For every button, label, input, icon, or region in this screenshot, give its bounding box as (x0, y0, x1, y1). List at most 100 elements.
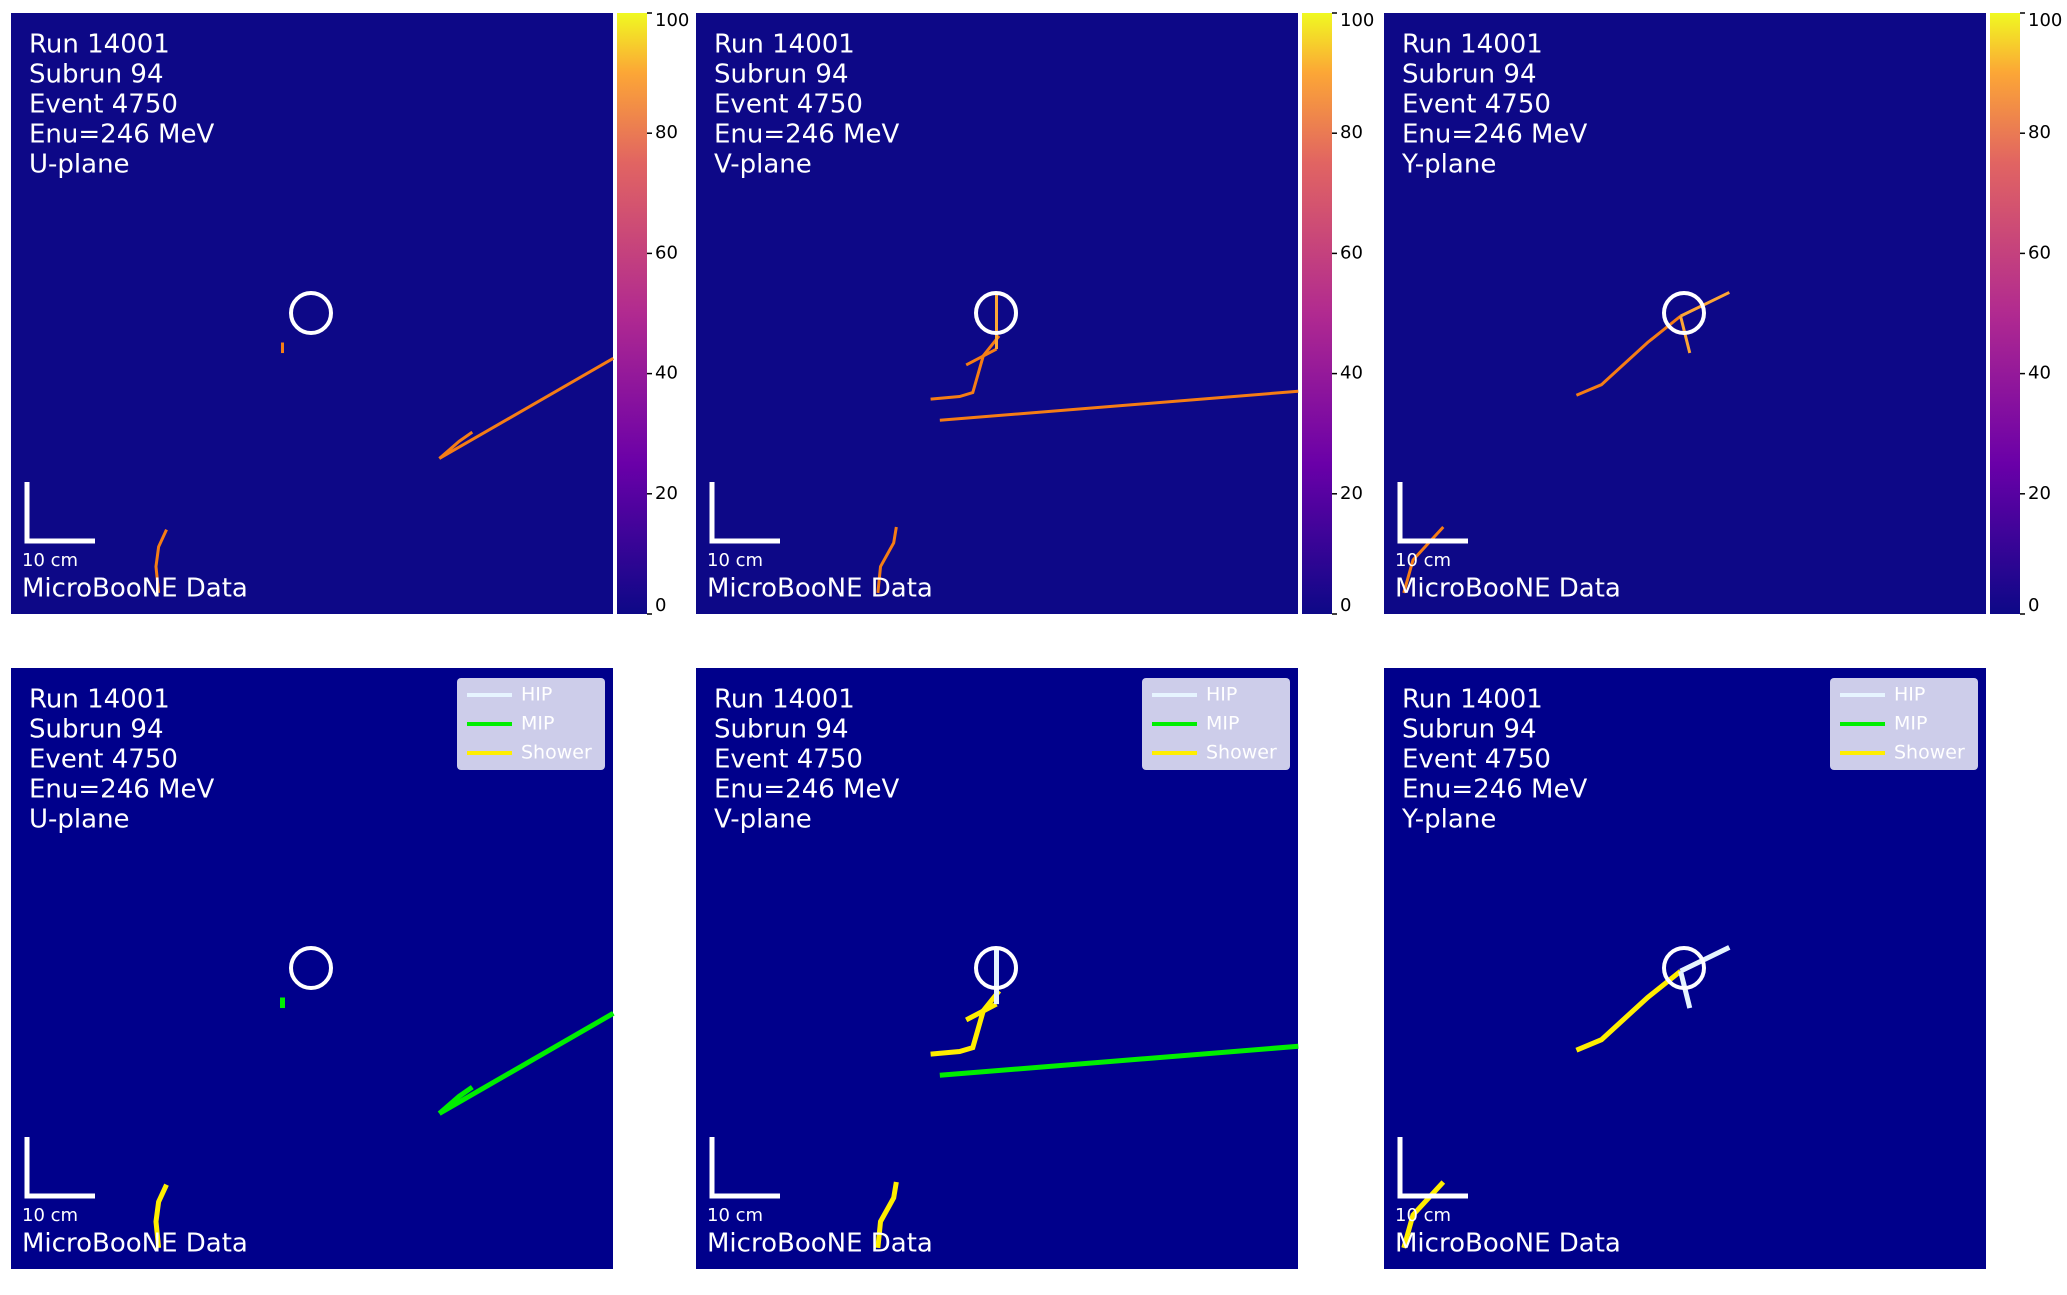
info-line: Run 14001 (714, 685, 855, 715)
scale-bar (709, 482, 780, 544)
scale-label: 10 cm (22, 550, 78, 571)
colorbar-tick-label: 20 (655, 483, 678, 504)
legend-label: Shower (1894, 742, 1965, 764)
info-line: Event 4750 (1402, 90, 1551, 120)
track (1401, 1180, 1446, 1249)
info-line: Y-plane (1401, 805, 1496, 835)
info-line: Event 4750 (714, 745, 863, 775)
info-line: Enu=246 MeV (29, 775, 214, 805)
scale-bar (709, 1137, 780, 1199)
info-line: U-plane (29, 805, 130, 835)
info-line: Enu=246 MeV (714, 120, 899, 150)
scale-label: 10 cm (707, 1205, 763, 1226)
info-line: Run 14001 (1402, 30, 1543, 60)
image-background (11, 13, 613, 614)
colorbar-tick-label: 60 (2028, 242, 2051, 263)
info-line: Enu=246 MeV (1402, 120, 1587, 150)
colorbar-tick-label: 40 (2028, 363, 2051, 384)
colorbar-tick-label: 20 (1340, 483, 1363, 504)
track (939, 389, 1299, 422)
legend-box (457, 678, 605, 770)
vertex-circle (974, 291, 1018, 335)
scale-label: 10 cm (22, 1205, 78, 1226)
info-line: Subrun 94 (29, 60, 163, 90)
colorbar-tick-label: 100 (655, 10, 689, 31)
track (939, 1043, 1299, 1078)
scale-label: 10 cm (1395, 1205, 1451, 1226)
legend-label: HIP (1206, 684, 1237, 706)
track (153, 1183, 169, 1249)
footer-label: MicroBooNE Data (707, 574, 933, 604)
info-line: Run 14001 (29, 30, 170, 60)
info-line: Event 4750 (1402, 745, 1551, 775)
track (1402, 526, 1445, 594)
legend-label: HIP (1894, 684, 1925, 706)
colorbar-tick-label: 80 (1340, 122, 1363, 143)
info-line: Run 14001 (1402, 685, 1543, 715)
info-line: Subrun 94 (1402, 60, 1536, 90)
info-line: Event 4750 (29, 745, 178, 775)
legend-label: Shower (521, 742, 592, 764)
colorbar (617, 13, 647, 614)
info-line: Event 4750 (29, 90, 178, 120)
track (875, 1181, 899, 1249)
colorbar-tick-label: 0 (655, 595, 666, 616)
legend-label: Shower (1206, 742, 1277, 764)
track (965, 1001, 998, 1023)
scale-label: 10 cm (707, 550, 763, 571)
footer-label: MicroBooNE Data (1395, 574, 1621, 604)
legend-box (1142, 678, 1290, 770)
info-line: Run 14001 (29, 685, 170, 715)
legend-box (1830, 678, 1978, 770)
colorbar-tick-label: 60 (1340, 242, 1363, 263)
colorbar-tick-label: 0 (2028, 595, 2039, 616)
info-line: Run 14001 (714, 30, 855, 60)
info-line: Subrun 94 (1402, 715, 1536, 745)
info-line: V-plane (714, 805, 812, 835)
vertex-circle (289, 291, 333, 335)
colorbar-tick-label: 40 (1340, 363, 1363, 384)
colorbar (1990, 13, 2020, 614)
footer-label: MicroBooNE Data (1395, 1229, 1621, 1259)
info-line: V-plane (714, 150, 812, 180)
info-line: Enu=246 MeV (1402, 775, 1587, 805)
info-line: Event 4750 (714, 90, 863, 120)
footer-label: MicroBooNE Data (22, 1229, 248, 1259)
track (437, 1085, 474, 1116)
track (438, 357, 615, 460)
vertex-circle (1662, 291, 1706, 335)
legend-label: MIP (521, 713, 554, 735)
scale-bar (1397, 482, 1468, 544)
vertex-circle (289, 946, 333, 990)
vertex-circle (974, 946, 1018, 990)
colorbar-tick-label: 40 (655, 363, 678, 384)
scale-bar (24, 482, 95, 544)
scale-label: 10 cm (1395, 550, 1451, 571)
colorbar-tick-label: 80 (655, 122, 678, 143)
colorbar-tick-label: 20 (2028, 483, 2051, 504)
track (1575, 314, 1682, 397)
track (438, 430, 474, 460)
info-line: Subrun 94 (29, 715, 163, 745)
colorbar-tick-label: 100 (2028, 10, 2062, 31)
colorbar-tick-label: 60 (655, 242, 678, 263)
track (1679, 945, 1731, 974)
track (930, 334, 1001, 401)
info-line: Y-plane (1401, 150, 1496, 180)
track (965, 347, 998, 367)
legend-label: MIP (1894, 713, 1927, 735)
colorbar-tick-label: 100 (1340, 10, 1374, 31)
colorbar-tick-label: 80 (2028, 122, 2051, 143)
colorbar-tick-label: 0 (1340, 595, 1351, 616)
track (1575, 969, 1683, 1053)
vertex-circle (1662, 946, 1706, 990)
footer-label: MicroBooNE Data (22, 574, 248, 604)
legend-label: MIP (1206, 713, 1239, 735)
